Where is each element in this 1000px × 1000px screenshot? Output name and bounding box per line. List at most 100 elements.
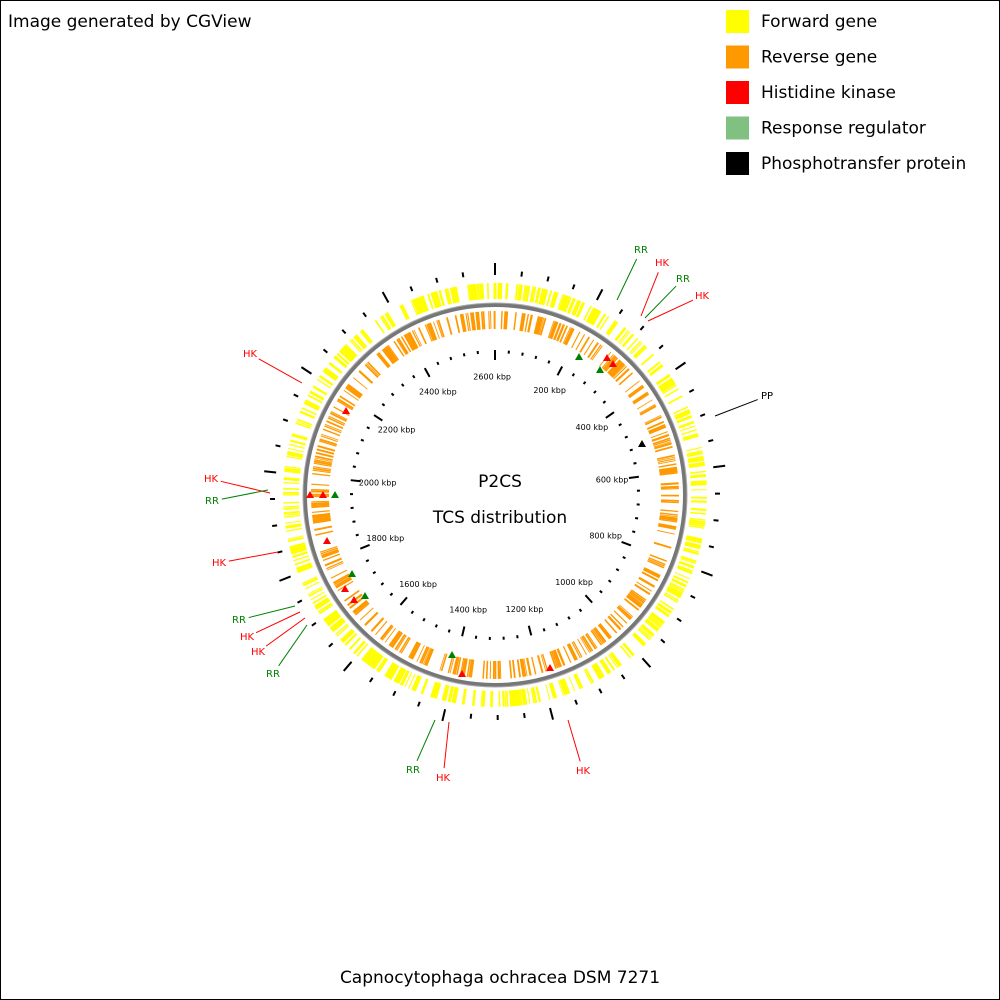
gene-stripe xyxy=(403,334,415,351)
gene-stripe xyxy=(603,356,618,371)
feature-leader xyxy=(640,272,659,317)
gene-stripe xyxy=(319,545,338,553)
scale-tick xyxy=(355,533,359,537)
gene-stripe xyxy=(389,664,400,680)
gene-stripe xyxy=(556,648,566,666)
feature-marker xyxy=(458,670,466,677)
gene-stripe xyxy=(338,349,353,363)
scale-label: 2400 kbp xyxy=(419,387,457,396)
gene-stripe xyxy=(587,342,599,359)
gene-stripe xyxy=(284,467,301,472)
gene-stripe xyxy=(326,420,344,430)
gene-stripe xyxy=(389,631,402,648)
gene-stripe xyxy=(396,338,408,355)
gene-stripe xyxy=(488,311,490,330)
feature-label: HK xyxy=(240,632,255,643)
gene-stripe xyxy=(581,636,592,653)
feature-leader xyxy=(714,399,758,417)
gene-stripe xyxy=(413,329,423,347)
gene-stripe xyxy=(613,365,627,380)
gene-stripe xyxy=(284,465,301,470)
gene-stripe xyxy=(461,313,467,332)
gene-stripe xyxy=(326,614,342,627)
feature-leader xyxy=(616,258,638,301)
gene-stripe xyxy=(299,410,316,420)
outer-tick xyxy=(549,707,554,720)
gene-stripe xyxy=(562,295,570,312)
scale-tick xyxy=(527,625,533,636)
gene-stripe xyxy=(344,632,358,646)
scale-tick xyxy=(615,568,620,572)
feature-marker xyxy=(306,491,314,498)
gene-stripe xyxy=(335,577,353,589)
gene-stripe xyxy=(290,545,307,553)
gene-stripe xyxy=(648,615,663,627)
legend-label: Forward gene xyxy=(761,12,877,32)
outer-tick xyxy=(676,617,682,623)
gene-stripe xyxy=(562,645,572,663)
gene-stripe xyxy=(643,567,661,577)
gene-stripe xyxy=(286,527,302,532)
gene-stripe xyxy=(422,647,431,665)
gene-stripe xyxy=(326,613,340,625)
gene-stripe xyxy=(619,331,631,345)
scale-tick xyxy=(584,594,593,604)
gene-stripe xyxy=(653,439,671,446)
gene-stripe xyxy=(284,520,301,524)
header-title: Image generated by CGView xyxy=(8,12,252,32)
scale-label: 1200 kbp xyxy=(506,605,544,614)
gene-stripe xyxy=(583,669,593,685)
gene-stripe xyxy=(686,535,703,542)
gene-stripe xyxy=(629,590,646,603)
gene-stripe xyxy=(434,291,442,308)
gene-stripe xyxy=(294,558,311,566)
gene-stripe xyxy=(633,344,646,358)
gene-stripe xyxy=(317,602,332,613)
gene-stripe xyxy=(526,657,532,676)
gene-stripe xyxy=(564,328,575,346)
gene-stripe xyxy=(340,628,354,642)
feature-marker xyxy=(603,354,611,361)
feature-label: HK xyxy=(204,474,219,485)
gene-stripe xyxy=(321,548,339,557)
gene-stripe xyxy=(664,388,679,398)
gene-stripe xyxy=(680,555,697,563)
gene-stripe xyxy=(663,593,679,604)
gene-stripe xyxy=(508,660,513,679)
backbone-inner xyxy=(302,302,688,688)
outer-tick xyxy=(328,642,334,648)
gene-stripe xyxy=(566,643,577,661)
gene-stripe xyxy=(659,471,678,476)
scale-tick xyxy=(381,403,386,407)
scale-tick xyxy=(462,353,466,357)
scale-tick xyxy=(624,435,629,439)
gene-stripe xyxy=(335,623,348,636)
gene-stripe xyxy=(454,315,461,334)
gene-stripe xyxy=(646,361,661,373)
gene-stripe xyxy=(287,536,304,543)
gene-stripe xyxy=(648,425,667,435)
gene-stripe xyxy=(295,562,312,570)
gene-stripe xyxy=(580,637,590,654)
gene-stripe xyxy=(315,451,334,458)
center-subtitle: TCS distribution xyxy=(432,508,567,528)
gene-stripe xyxy=(314,457,333,463)
gene-stripe xyxy=(323,368,339,381)
gene-stripe xyxy=(677,564,694,573)
gene-stripe xyxy=(549,651,557,669)
gene-stripe xyxy=(610,651,622,667)
outer-tick xyxy=(293,393,299,398)
scale-label: 1400 kbp xyxy=(449,605,487,614)
gene-stripe xyxy=(437,319,445,338)
outer-tick xyxy=(322,348,328,354)
gene-stripe xyxy=(322,370,337,382)
gene-stripe xyxy=(388,630,401,647)
gene-stripe xyxy=(444,685,450,702)
gene-stripe xyxy=(583,339,595,356)
outer-tick xyxy=(409,286,414,292)
feature-leader xyxy=(258,358,303,384)
outer-tick xyxy=(639,325,645,331)
gene-stripe xyxy=(655,373,671,386)
gene-stripe xyxy=(684,541,702,548)
gene-stripe xyxy=(618,372,634,386)
